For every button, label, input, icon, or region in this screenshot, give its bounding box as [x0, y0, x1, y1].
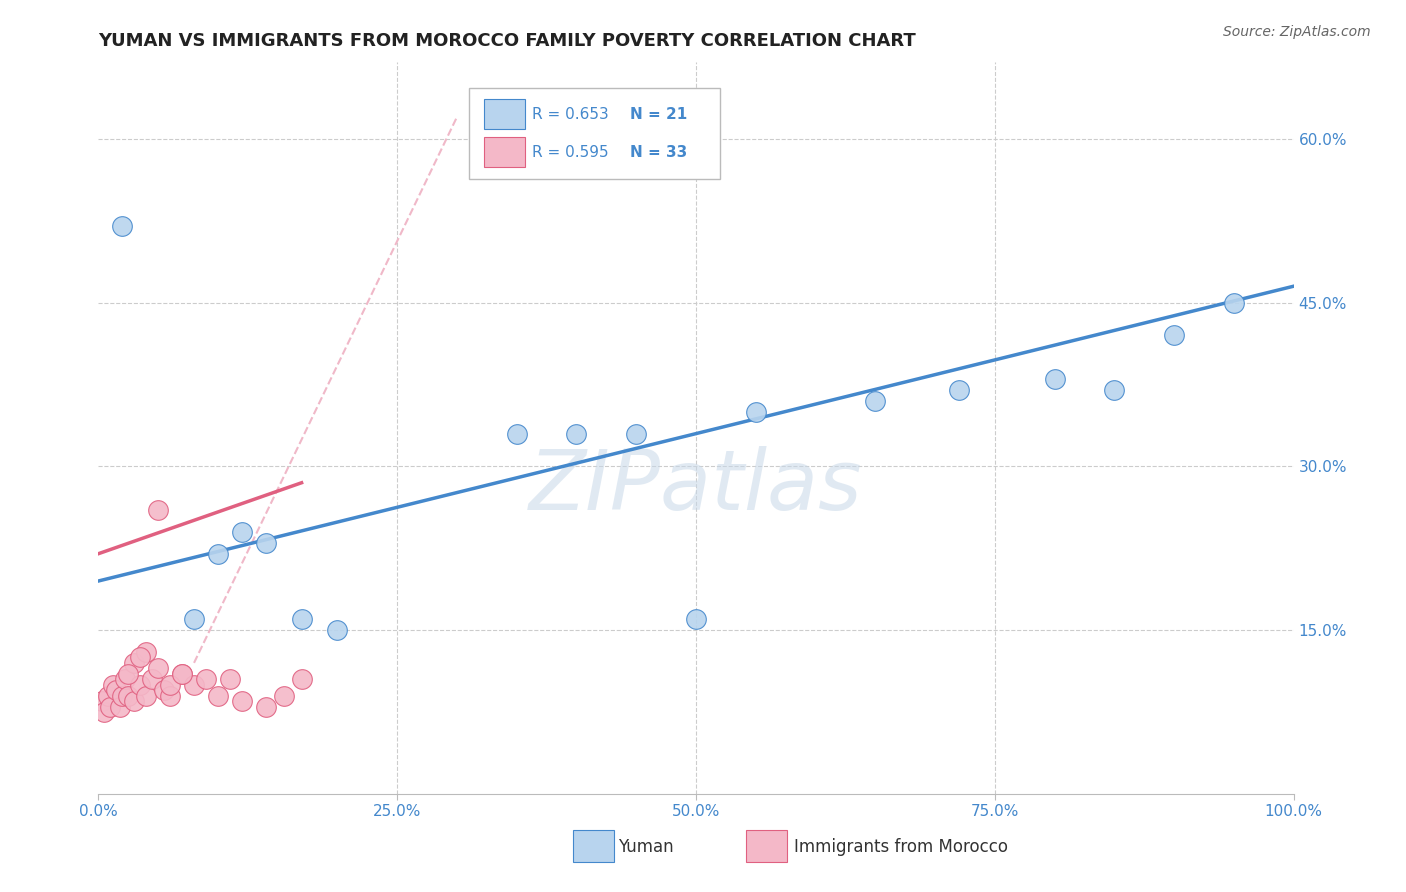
Point — [1163, 328, 1185, 343]
Point — [172, 666, 194, 681]
Point — [124, 656, 146, 670]
Point — [159, 689, 181, 703]
Text: YUMAN VS IMMIGRANTS FROM MOROCCO FAMILY POVERTY CORRELATION CHART: YUMAN VS IMMIGRANTS FROM MOROCCO FAMILY … — [98, 32, 917, 50]
Point — [97, 689, 120, 703]
FancyBboxPatch shape — [485, 100, 524, 129]
Point — [948, 383, 970, 397]
Text: R = 0.595: R = 0.595 — [533, 145, 609, 160]
Text: N = 21: N = 21 — [630, 107, 688, 122]
Point — [114, 672, 136, 686]
Point — [291, 612, 314, 626]
Point — [117, 666, 139, 681]
Point — [93, 705, 115, 719]
Point — [273, 689, 295, 703]
Point — [183, 678, 205, 692]
Text: Source: ZipAtlas.com: Source: ZipAtlas.com — [1223, 25, 1371, 39]
Point — [153, 683, 176, 698]
Point — [108, 699, 131, 714]
FancyBboxPatch shape — [470, 88, 720, 179]
Point — [254, 536, 277, 550]
Point — [135, 645, 157, 659]
Point — [159, 678, 181, 692]
Point — [105, 683, 128, 698]
Point — [98, 699, 122, 714]
Point — [1043, 372, 1066, 386]
Point — [865, 393, 887, 408]
Point — [254, 699, 277, 714]
Point — [117, 689, 139, 703]
Point — [207, 547, 229, 561]
Text: N = 33: N = 33 — [630, 145, 688, 160]
Point — [291, 672, 314, 686]
Point — [565, 426, 588, 441]
Point — [183, 612, 205, 626]
Point — [231, 524, 253, 539]
Point — [141, 672, 163, 686]
Text: Yuman: Yuman — [619, 838, 673, 855]
Point — [1104, 383, 1126, 397]
Point — [207, 689, 229, 703]
FancyBboxPatch shape — [572, 830, 613, 862]
Point — [219, 672, 242, 686]
FancyBboxPatch shape — [747, 830, 787, 862]
Point — [135, 689, 157, 703]
Point — [195, 672, 218, 686]
Point — [111, 219, 134, 234]
Text: ZIPatlas: ZIPatlas — [529, 446, 863, 527]
Point — [129, 678, 152, 692]
Point — [148, 661, 170, 675]
Text: Immigrants from Morocco: Immigrants from Morocco — [794, 838, 1008, 855]
Point — [129, 650, 152, 665]
Point — [685, 612, 707, 626]
Point — [111, 689, 134, 703]
Point — [172, 666, 194, 681]
FancyBboxPatch shape — [485, 137, 524, 167]
Point — [91, 694, 114, 708]
Text: R = 0.653: R = 0.653 — [533, 107, 609, 122]
Point — [231, 694, 253, 708]
Point — [506, 426, 529, 441]
Point — [1223, 295, 1246, 310]
Point — [101, 678, 124, 692]
Point — [626, 426, 648, 441]
Point — [326, 623, 349, 637]
Point — [148, 503, 170, 517]
Point — [745, 405, 768, 419]
Point — [124, 694, 146, 708]
